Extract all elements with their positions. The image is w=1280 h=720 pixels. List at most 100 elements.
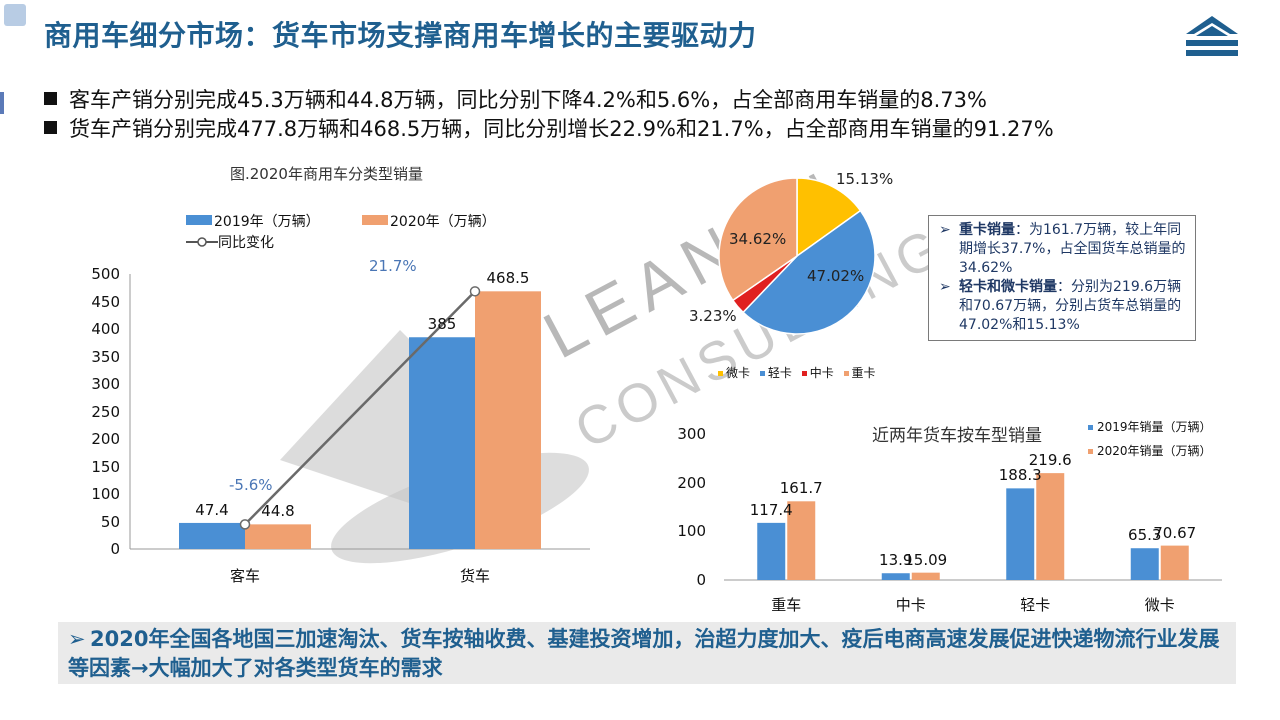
data-label: 70.67 xyxy=(1153,523,1197,542)
bar xyxy=(787,501,816,580)
pie-legend-label: 轻卡 xyxy=(767,366,792,380)
chart1-legend-2019: 2019年（万辆） xyxy=(186,211,320,231)
corner-decoration xyxy=(4,4,26,26)
pie-label-micro: 15.13% xyxy=(836,170,894,188)
info-item-light: ➢ 轻卡和微卡销量：分别为219.6万辆和70.67万辆，分别占货车总销量的47.… xyxy=(937,278,1187,335)
info-heavy-text: ：为161.7万辆，较上年同期增长37.7%，占全国货车总销量的34.62% xyxy=(959,222,1186,276)
y-tick-label: 0 xyxy=(110,540,120,558)
x-category-label: 货车 xyxy=(459,567,490,585)
chart3-title: 近两年货车按车型销量 xyxy=(872,426,1042,446)
bar xyxy=(179,522,245,549)
data-label: 15.09 xyxy=(904,550,948,569)
pie-slice xyxy=(796,177,862,258)
legend-swatch xyxy=(1088,449,1093,454)
legend-swatch xyxy=(186,215,212,225)
pie-legend-label: 中卡 xyxy=(809,366,834,380)
y-tick-label: 450 xyxy=(91,292,120,311)
chart1-title: 图.2020年商用车分类型销量 xyxy=(230,165,423,183)
legend-dot xyxy=(759,371,765,376)
y-tick-label: 150 xyxy=(91,457,120,476)
legend-label: 同比变化 xyxy=(218,235,274,251)
bullet-bus: 客车产销分别完成45.3万辆和44.8万辆，同比分别下降4.2%和5.6%，占全… xyxy=(44,84,987,114)
page-title: 商用车细分市场：货车市场支撑商用车增长的主要驱动力 xyxy=(44,19,757,52)
data-label: 65.3 xyxy=(1128,526,1162,545)
y-tick-label: 200 xyxy=(677,473,706,492)
legend-swatch xyxy=(362,215,388,225)
pie-label-medium: 3.23% xyxy=(689,307,737,325)
data-label: 468.5 xyxy=(486,269,530,288)
bar xyxy=(757,522,786,580)
line-marker-icon xyxy=(186,237,218,247)
pie-slice xyxy=(742,209,876,335)
y-tick-label: 100 xyxy=(91,485,120,503)
bar xyxy=(881,573,910,580)
legend-dot xyxy=(843,371,849,376)
chart1-legend-yoy: 同比变化 xyxy=(186,232,274,252)
y-tick-label: 500 xyxy=(91,265,120,283)
bar xyxy=(245,524,311,549)
yoy-point xyxy=(469,286,481,297)
bullet-text: 货车产销分别完成477.8万辆和468.5万辆，同比分别增长22.9%和21.7… xyxy=(69,117,1054,141)
yoy-line xyxy=(244,290,476,526)
pie-slice xyxy=(718,177,798,302)
info-item-heavy: ➢ 重卡销量：为161.7万辆，较上年同期增长37.7%，占全国货车总销量的34.… xyxy=(937,221,1187,278)
chart3-legend-2020: 2020年销量（万辆） xyxy=(1088,442,1212,459)
side-marker xyxy=(0,92,4,114)
conclusion-text: 2020年全国各地国三加速淘汰、货车按轴收费、基建投资增加，治超力度加大、疫后电… xyxy=(68,627,1220,680)
bar xyxy=(1036,473,1065,580)
bar xyxy=(1160,545,1189,580)
x-category-label: 轻卡 xyxy=(1020,596,1051,614)
data-label: 188.3 xyxy=(998,466,1042,485)
chart1-legend-2020: 2020年（万辆） xyxy=(362,211,496,231)
conclusion-box: ➢ 2020年全国各地国三加速淘汰、货车按轴收费、基建投资增加，治超力度加大、疫后… xyxy=(58,622,1236,684)
info-box: ➢ 重卡销量：为161.7万辆，较上年同期增长37.7%，占全国货车总销量的34.… xyxy=(928,215,1196,341)
y-tick-label: 50 xyxy=(100,512,120,531)
bar xyxy=(1006,488,1035,580)
legend-label: 2020年销量（万辆） xyxy=(1097,444,1212,458)
chevron-right-icon: ➢ xyxy=(68,627,86,651)
data-label: 47.4 xyxy=(195,500,229,519)
legend-label: 2020年（万辆） xyxy=(390,214,496,230)
legend-dot xyxy=(801,371,807,376)
info-light-title: 轻卡和微卡销量 xyxy=(959,279,1057,295)
x-category-label: 中卡 xyxy=(895,596,926,614)
pie-label-heavy: 34.62% xyxy=(729,230,787,248)
x-category-label: 客车 xyxy=(229,567,260,585)
x-category-label: 重车 xyxy=(771,596,802,614)
bar xyxy=(911,572,940,580)
data-label: 44.8 xyxy=(261,502,295,521)
info-light-text: ：分别为219.6万辆和70.67万辆，分别占货车总销量的47.02%和15.1… xyxy=(959,279,1182,333)
legend-dot xyxy=(718,371,723,376)
y-tick-label: 0 xyxy=(696,571,706,589)
y-tick-label: 100 xyxy=(677,522,706,541)
chart3-legend-2019: 2019年销量（万辆） xyxy=(1088,418,1212,435)
bullet-text: 客车产销分别完成45.3万辆和44.8万辆，同比分别下降4.2%和5.6%，占全… xyxy=(69,88,987,112)
data-label: 117.4 xyxy=(749,500,793,519)
y-tick-label: 300 xyxy=(91,375,120,393)
square-bullet-icon xyxy=(44,92,57,105)
data-label: 13.9 xyxy=(879,551,913,570)
pie-legend-label: 重卡 xyxy=(851,366,876,380)
bar xyxy=(409,337,475,549)
square-bullet-icon xyxy=(44,121,57,134)
mountain-logo-icon xyxy=(1186,16,1238,56)
pie-legend: 微卡 轻卡 中卡 重卡 xyxy=(712,364,876,381)
yoy-point xyxy=(239,519,251,530)
bar xyxy=(475,291,541,549)
yoy-label: 21.7% xyxy=(369,257,417,276)
legend-label: 2019年（万辆） xyxy=(214,214,320,230)
data-label: 161.7 xyxy=(779,479,823,498)
chevron-right-icon: ➢ xyxy=(939,279,951,295)
y-tick-label: 250 xyxy=(91,402,120,421)
legend-label: 2019年销量（万辆） xyxy=(1097,420,1212,434)
yoy-label: -5.6% xyxy=(229,476,273,495)
pie-legend-label: 微卡 xyxy=(726,366,751,380)
data-label: 385 xyxy=(427,315,457,334)
pie-label-light: 47.02% xyxy=(807,267,865,285)
y-tick-label: 300 xyxy=(677,425,706,443)
y-tick-label: 350 xyxy=(91,347,120,366)
bullet-truck: 货车产销分别完成477.8万辆和468.5万辆，同比分别增长22.9%和21.7… xyxy=(44,113,1054,143)
